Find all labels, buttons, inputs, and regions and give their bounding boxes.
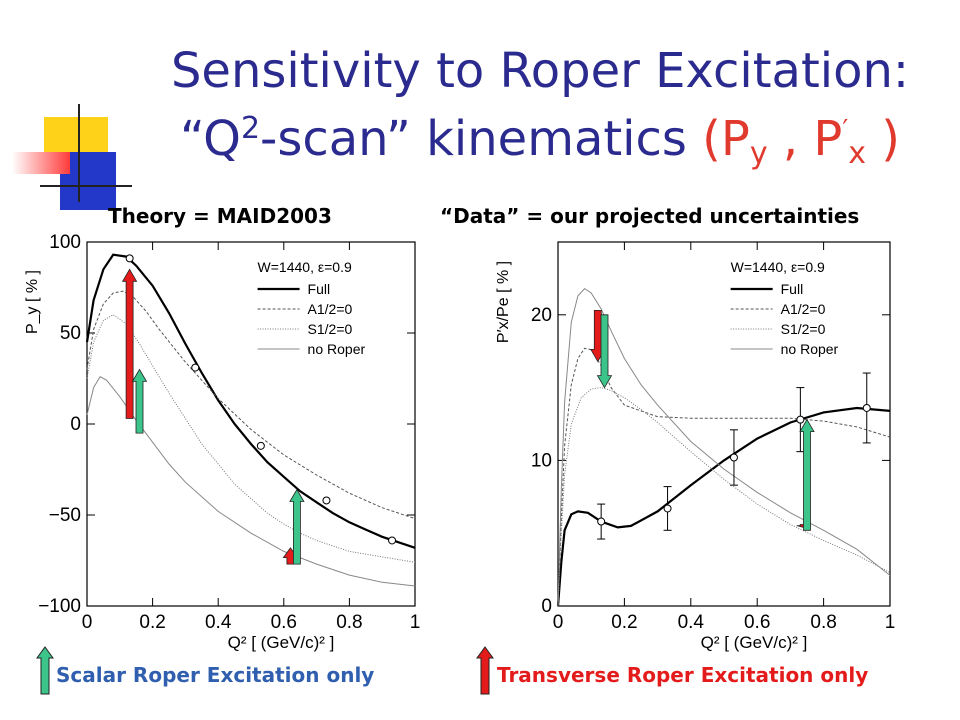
series-line-s1-2-0 — [557, 387, 891, 607]
y-tick-label: 10 — [531, 450, 552, 471]
x-tick-label: 0.4 — [678, 612, 705, 633]
title-line-1: Sensitivity to Roper Excitation: — [170, 43, 910, 99]
chart-py: 0 0.2 0.4 0.6 0.8 1 −100 −50 0 50 100 Q² [ (GeV/c)²… — [24, 232, 421, 652]
y-tick-label: 0 — [541, 596, 552, 617]
x-tick-label: 0 — [553, 612, 564, 633]
y-axis-label: P′x/Pe [ % ] — [495, 261, 512, 343]
series-line-a1-2-0 — [557, 347, 891, 607]
legend-label-no-roper: no Roper — [308, 341, 366, 357]
series-line-no-roper — [557, 287, 891, 607]
title-q: “Q — [180, 111, 241, 167]
legend-label-no-roper: no Roper — [781, 341, 839, 357]
scalar-arrow — [289, 488, 305, 565]
scalar-arrow — [596, 314, 613, 389]
plot-frame — [557, 241, 891, 607]
title-prime: ′ — [842, 115, 849, 145]
transverse-legend-arrow — [476, 646, 494, 695]
scalar-arrow — [131, 368, 148, 434]
legend-label-full: Full — [781, 281, 804, 297]
title-polarizations: (Py , P′x ) — [702, 111, 900, 171]
data-point — [729, 453, 738, 462]
series-line-s1-2-0 — [86, 314, 416, 563]
legend-label-a1-2-0: A1/2=0 — [308, 301, 353, 317]
scalar-legend-arrow — [36, 646, 54, 695]
title-comma: , P — [767, 111, 843, 167]
data-point — [663, 504, 672, 513]
transverse-arrow — [121, 268, 138, 419]
inset-label: W=1440, ε=0.9 — [258, 259, 352, 275]
title-scan: -scan” kinematics — [260, 111, 703, 167]
title-px-sub: x — [848, 136, 866, 171]
x-tick-label: 0.2 — [139, 612, 165, 633]
x-tick-label: 0.4 — [205, 612, 232, 633]
data-point — [796, 415, 805, 424]
y-tick-label: 50 — [60, 323, 81, 344]
left-header: Theory = MAID2003 — [108, 204, 332, 228]
y-axis-label: P_y [ % ] — [24, 270, 41, 334]
deco-horizontal-line — [40, 185, 132, 187]
x-tick-label: 0.2 — [611, 612, 637, 633]
y-tick-label: 20 — [531, 305, 552, 326]
inset-label: W=1440, ε=0.9 — [731, 259, 825, 275]
title-paren-open: (P — [702, 111, 750, 167]
y-tick-label: −100 — [38, 596, 81, 617]
scalar-legend-text: Scalar Roper Excitation only — [56, 663, 375, 687]
scalar-arrow — [799, 418, 815, 531]
slide-title: Sensitivity to Roper Excitation: “Q2-sca… — [130, 42, 950, 183]
y-tick-label: 100 — [49, 232, 81, 253]
x-tick-label: 0.6 — [744, 612, 770, 633]
data-point — [597, 517, 606, 526]
x-tick-label: 0 — [82, 612, 93, 633]
legend-label-s1-2-0: S1/2=0 — [308, 321, 353, 337]
data-point — [256, 441, 265, 450]
data-point — [191, 363, 200, 372]
data-point — [125, 254, 134, 263]
x-tick-label: 1 — [885, 612, 896, 633]
deco-vertical-line — [78, 104, 80, 202]
title-q-sup: 2 — [240, 111, 261, 146]
x-tick-label: 0.8 — [810, 612, 836, 633]
series-line-full — [556, 406, 891, 607]
legend-label-full: Full — [308, 281, 331, 297]
y-tick-label: 0 — [70, 414, 81, 435]
legend-label-s1-2-0: S1/2=0 — [781, 321, 826, 337]
title-paren-close: ) — [866, 111, 900, 167]
data-point — [322, 496, 331, 505]
x-tick-label: 0.6 — [271, 612, 297, 633]
data-point — [388, 536, 397, 545]
legend-label-a1-2-0: A1/2=0 — [781, 301, 826, 317]
x-tick-label: 1 — [410, 612, 421, 633]
data-point — [862, 403, 871, 412]
x-axis-label: Q² [ (GeV/c)² ] — [228, 633, 335, 652]
series-line-a1-2-0 — [86, 290, 416, 520]
series-line-full — [85, 253, 416, 549]
title-line-2: “Q2-scan” kinematics (Py , P′x ) — [130, 100, 950, 183]
right-header: “Data” = our projected uncertainties — [440, 204, 860, 228]
y-tick-label: −50 — [49, 505, 81, 526]
title-py-sub: y — [749, 136, 768, 171]
transverse-legend-text: Transverse Roper Excitation only — [497, 663, 869, 687]
deco-red-square — [12, 152, 70, 174]
x-tick-label: 0.8 — [336, 612, 362, 633]
x-axis-label: Q² [ (GeV/c)² ] — [701, 633, 808, 652]
series-line-no-roper — [86, 376, 416, 587]
